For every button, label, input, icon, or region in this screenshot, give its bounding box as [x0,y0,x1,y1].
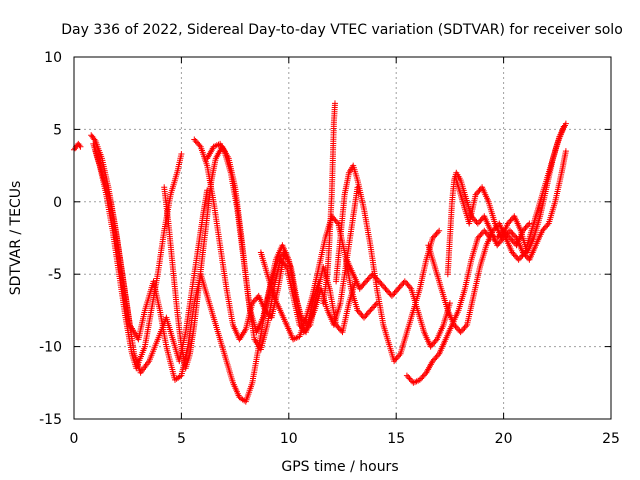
series-markers [71,140,84,153]
series-t15 [453,120,569,256]
series-markers [333,162,443,365]
x-tick-label: 15 [387,431,405,447]
plot-frame [73,56,612,420]
series-t1 [71,140,84,153]
data-markers [71,100,569,405]
y-axis-label: SDTVAR / TECUs [8,181,24,296]
series-markers [453,120,569,256]
x-tick-label: 0 [70,431,79,447]
axis-ticks: 0 5 10 15 20 25 -15 -10 -5 0 5 10 [39,50,620,447]
series-markers [90,140,185,372]
x-tick-label: 5 [177,431,186,447]
y-tick-label: 0 [53,195,62,211]
y-tick-label: 5 [53,122,62,138]
series-t3 [90,140,185,372]
x-tick-label: 25 [602,431,620,447]
x-tick-label: 20 [495,431,513,447]
series-markers [320,100,338,307]
series-markers [204,140,361,336]
series-t7 [204,140,361,336]
chart-title: Day 336 of 2022, Sidereal Day-to-day VTE… [61,22,623,38]
series-markers [403,220,533,386]
series-t12 [403,220,533,386]
y-tick-label: 10 [44,50,62,66]
y-tick-label: -15 [39,412,62,428]
series-t9 [320,100,338,307]
y-tick-label: -10 [39,340,62,356]
y-tick-label: -5 [48,267,62,283]
series-t11 [343,256,453,350]
x-tick-label: 10 [280,431,298,447]
series-t10 [333,162,443,365]
x-axis-label: GPS time / hours [281,459,398,475]
series-markers [343,256,453,350]
